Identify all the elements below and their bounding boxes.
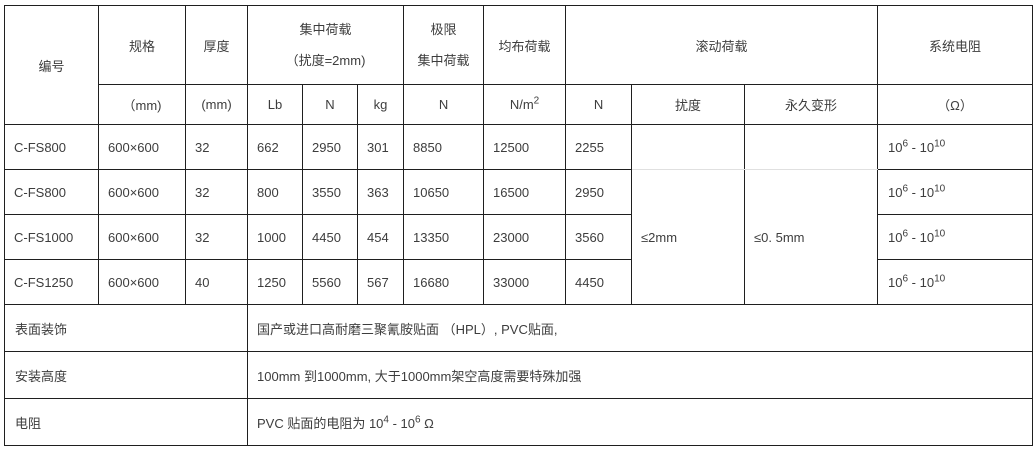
cell-ultimate-load: 10650: [403, 169, 485, 215]
footer-value-surface-finish: 国产或进口高耐磨三聚氰胺贴面 （HPL）, PVC贴面,: [246, 304, 1034, 352]
cell-rolling-permanent-empty: [744, 124, 879, 170]
footer-label-resistance: 电阻: [4, 398, 248, 446]
header-spec: 规格: [98, 5, 186, 85]
cell-model: C-FS1250: [4, 259, 99, 305]
cell-load-n: 4450: [302, 214, 358, 260]
data-row-2: C-FS800 600×600 32 800 3550 363 10650 16…: [4, 169, 1034, 305]
header-model-number: 编号: [4, 5, 99, 125]
cell-load-kg: 363: [356, 169, 405, 215]
data-row-4: C-FS1250 600×600 40 1250 5560 567 16680 …: [4, 259, 1034, 305]
cell-spec: 600×600: [98, 259, 186, 305]
cell-load-n: 2950: [302, 124, 358, 170]
header-row-1: 编号 规格 厚度 集中荷载 （扰度=2mm) 极限 集中荷载 均布荷载 滚动荷载…: [4, 5, 1034, 125]
footer-label-surface-finish: 表面装饰: [4, 304, 248, 352]
header-unit-kg: kg: [356, 84, 405, 125]
data-row-3: C-FS1000 600×600 32 1000 4450 454 13350 …: [4, 214, 1034, 260]
cell-thickness: 32: [185, 169, 248, 215]
header-ultimate-load-line1: 极限: [430, 22, 457, 37]
cell-load-kg: 454: [356, 214, 405, 260]
header-uniform-unit: N/m2: [483, 84, 567, 125]
cell-thickness: 32: [185, 214, 248, 260]
header-rolling-deflection: 扰度: [631, 84, 746, 125]
cell-uniform-load: 12500: [483, 124, 567, 170]
floor-load-spec-table: 编号 规格 厚度 集中荷载 （扰度=2mm) 极限 集中荷载 均布荷载 滚动荷载…: [4, 5, 1034, 446]
header-unit-n: N: [302, 84, 358, 125]
cell-system-resistance: 106 - 1010: [877, 214, 1034, 260]
cell-rolling-n: 2950: [565, 169, 633, 215]
header-rolling-load: 滚动荷载: [565, 5, 879, 85]
data-row-1: C-FS800 600×600 32 662 2950 301 8850 125…: [4, 124, 1034, 170]
cell-rolling-n: 2255: [565, 124, 633, 170]
header-spec-unit: （mm): [98, 84, 186, 125]
cell-system-resistance: 106 - 1010: [877, 124, 1034, 170]
footer-row-resistance: 电阻 PVC 贴面的电阻为 104 - 106 Ω: [4, 398, 1034, 446]
cell-uniform-load: 16500: [483, 169, 567, 215]
header-row-2: （mm) (mm) Lb N kg N N/m2 N 扰度 永久变形 （Ω）: [5, 84, 1034, 125]
cell-rolling-deflection-empty: [631, 124, 746, 170]
header-concentrated-load-title: 集中荷载: [299, 22, 352, 37]
cell-ultimate-load: 16680: [403, 259, 485, 305]
cell-load-lb: 1000: [247, 214, 303, 260]
cell-load-n: 3550: [302, 169, 358, 215]
cell-rolling-n: 4450: [565, 259, 633, 305]
cell-model: C-FS1000: [4, 214, 99, 260]
cell-uniform-load: 33000: [483, 259, 567, 305]
cell-ultimate-load: 13350: [403, 214, 485, 260]
footer-row-height: 安装高度 100mm 到1000mm, 大于1000mm架空高度需要特殊加强: [4, 351, 1034, 399]
cell-rolling-n: 3560: [565, 214, 633, 260]
cell-rolling-deflection-merged: ≤2mm: [631, 169, 746, 305]
header-rolling-permanent-deformation: 永久变形: [744, 84, 879, 125]
cell-spec: 600×600: [98, 124, 186, 170]
footer-label-install-height: 安装高度: [4, 351, 248, 399]
cell-thickness: 32: [185, 124, 248, 170]
cell-spec: 600×600: [98, 169, 186, 215]
cell-load-lb: 662: [247, 124, 303, 170]
cell-load-kg: 567: [356, 259, 405, 305]
cell-thickness: 40: [185, 259, 248, 305]
header-ultimate-concentrated-load: 极限 集中荷载: [403, 5, 485, 85]
header-ultimate-unit: N: [403, 84, 485, 125]
cell-load-lb: 800: [247, 169, 303, 215]
cell-spec: 600×600: [98, 214, 186, 260]
header-thickness-unit: (mm): [185, 84, 248, 125]
header-thickness: 厚度: [185, 5, 248, 85]
cell-uniform-load: 23000: [483, 214, 567, 260]
cell-rolling-permanent-merged: ≤0. 5mm: [744, 169, 879, 305]
header-concentrated-load: 集中荷载 （扰度=2mm): [246, 5, 405, 85]
cell-load-n: 5560: [302, 259, 358, 305]
header-system-resistance: 系统电阻: [877, 5, 1034, 85]
header-concentrated-load-subtitle: （扰度=2mm): [285, 53, 366, 68]
footer-value-resistance: PVC 贴面的电阻为 104 - 106 Ω: [246, 398, 1034, 446]
cell-model: C-FS800: [4, 124, 99, 170]
cell-load-lb: 1250: [247, 259, 303, 305]
footer-value-install-height: 100mm 到1000mm, 大于1000mm架空高度需要特殊加强: [246, 351, 1034, 399]
cell-system-resistance: 106 - 1010: [877, 259, 1034, 305]
cell-model: C-FS800: [4, 169, 99, 215]
header-unit-lb: Lb: [247, 84, 303, 125]
cell-ultimate-load: 8850: [403, 124, 485, 170]
header-rolling-unit-n: N: [565, 84, 633, 125]
cell-system-resistance: 106 - 1010: [877, 169, 1034, 215]
footer-row-surface: 表面装饰 国产或进口高耐磨三聚氰胺贴面 （HPL）, PVC贴面,: [4, 304, 1034, 352]
header-resistance-unit: （Ω）: [877, 84, 1034, 125]
cell-load-kg: 301: [356, 124, 405, 170]
header-ultimate-load-line2: 集中荷载: [417, 53, 470, 68]
header-uniform-load: 均布荷载: [483, 5, 567, 85]
